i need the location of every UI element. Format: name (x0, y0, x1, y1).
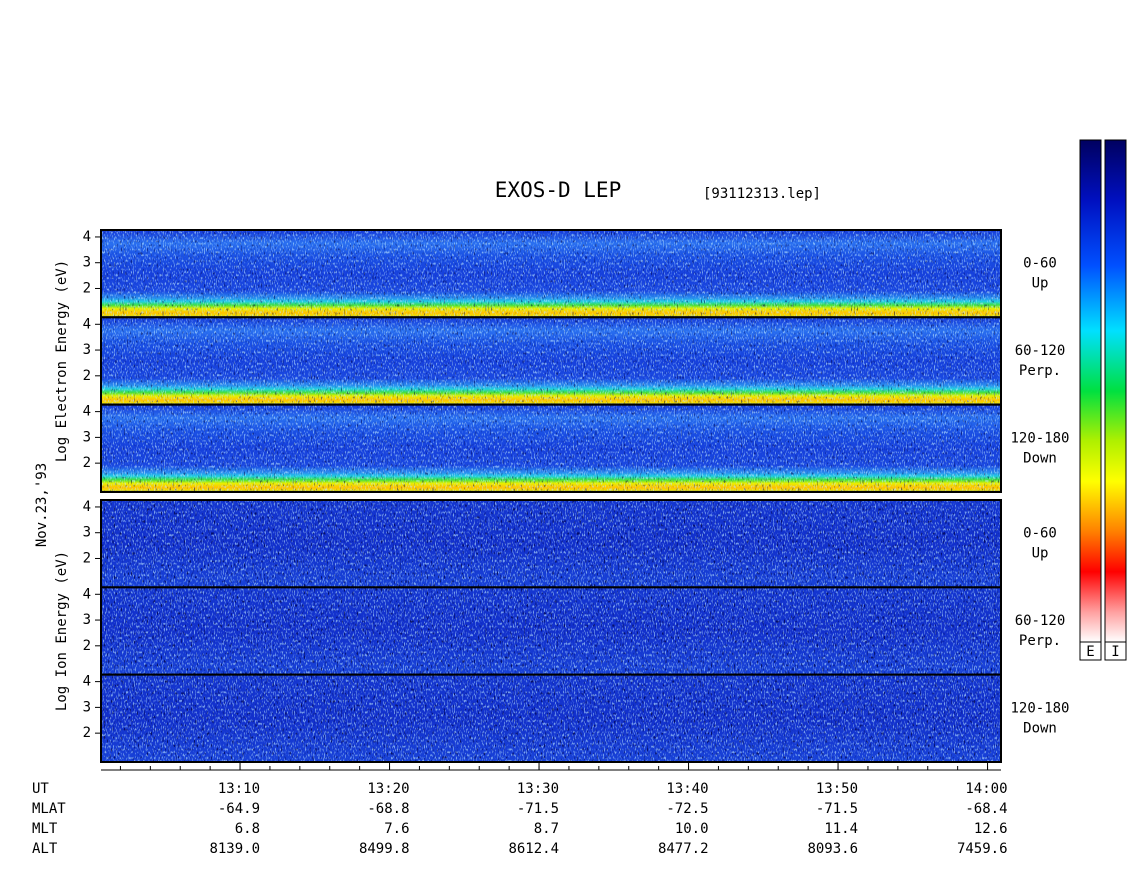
colorbar-label-box (1104, 641, 1127, 661)
y-tick-label: 2 (83, 368, 91, 384)
panel-frame (100, 673, 1002, 764)
row-value: -64.9 (218, 801, 260, 817)
row-value: 8.7 (534, 821, 559, 837)
y-tick-label: 2 (83, 455, 91, 471)
y-tick-label: 3 (83, 612, 91, 628)
x-tick-label: 13:40 (666, 781, 708, 797)
panel-label: 120-180 (1010, 430, 1069, 446)
spectrogram-noise (101, 587, 1001, 675)
panel-frame (100, 403, 1002, 493)
panel-label: 60-120 (1015, 343, 1066, 359)
colorbar-label-box (1079, 641, 1102, 661)
row-value: -71.5 (816, 801, 858, 817)
chart-title: EXOS-D LEP (495, 178, 621, 202)
row-value: 8477.2 (658, 841, 709, 857)
x-tick-label: 13:10 (218, 781, 260, 797)
panel-label: Up (1032, 546, 1049, 562)
colorbar (1104, 139, 1127, 643)
panel-label: 60-120 (1015, 613, 1066, 629)
y-tick-label: 3 (83, 525, 91, 541)
x-tick-label: 13:30 (517, 781, 559, 797)
row-value: -72.5 (666, 801, 708, 817)
row-value: 8499.8 (359, 841, 410, 857)
file-name: [93112313.lep] (703, 186, 821, 202)
y-tick-label: 3 (83, 342, 91, 358)
row-value: 8093.6 (807, 841, 858, 857)
y-axis-label: Log Electron Energy (eV) (54, 260, 70, 462)
spectrogram-noise (101, 674, 1001, 762)
x-tick-label: 14:00 (965, 781, 1007, 797)
panel-label: Perp. (1019, 633, 1061, 649)
colorbar-label: I (1111, 644, 1119, 660)
row-value: 7.6 (384, 821, 409, 837)
y-tick-label: 2 (83, 280, 91, 296)
panel-label: 0-60 (1023, 526, 1057, 542)
spectrogram-noise (101, 230, 1001, 318)
panel-label: Perp. (1019, 363, 1061, 379)
spectrogram-noise (101, 500, 1001, 588)
row-value: -71.5 (517, 801, 559, 817)
date-label: Nov.23,'93 (34, 463, 50, 547)
row-label: ALT (32, 841, 58, 857)
panel-label: 120-180 (1010, 700, 1069, 716)
row-label: UT (32, 781, 49, 797)
panel-label: Down (1023, 720, 1057, 736)
y-tick-label: 4 (83, 586, 91, 602)
y-tick-label: 4 (83, 499, 91, 515)
row-value: -68.4 (965, 801, 1007, 817)
y-axis-label: Log Ion Energy (eV) (54, 551, 70, 711)
row-label: MLT (32, 821, 58, 837)
y-tick-label: 3 (83, 255, 91, 271)
y-tick-label: 3 (83, 699, 91, 715)
row-value: 12.6 (974, 821, 1008, 837)
y-tick-label: 2 (83, 550, 91, 566)
y-tick-label: 2 (83, 638, 91, 654)
y-tick-label: 4 (83, 316, 91, 332)
row-value: 11.4 (824, 821, 858, 837)
colorbar-label: E (1086, 644, 1094, 660)
y-tick-label: 4 (83, 674, 91, 690)
row-value: 8612.4 (508, 841, 559, 857)
row-value: 8139.0 (209, 841, 260, 857)
row-label: MLAT (32, 801, 66, 817)
x-tick-label: 13:20 (367, 781, 409, 797)
panel-label: Down (1023, 450, 1057, 466)
spectrogram-noise (101, 317, 1001, 405)
spectrogram-noise (101, 404, 1001, 492)
y-tick-label: 3 (83, 429, 91, 445)
colorbar (1079, 139, 1102, 643)
row-value: -68.8 (367, 801, 409, 817)
y-tick-label: 2 (83, 725, 91, 741)
row-value: 10.0 (675, 821, 709, 837)
y-tick-label: 4 (83, 229, 91, 245)
panel-label: 0-60 (1023, 256, 1057, 272)
y-tick-label: 4 (83, 404, 91, 420)
panel-label: Up (1032, 276, 1049, 292)
x-tick-label: 13:50 (816, 781, 858, 797)
row-value: 6.8 (235, 821, 260, 837)
row-value: 7459.6 (957, 841, 1008, 857)
